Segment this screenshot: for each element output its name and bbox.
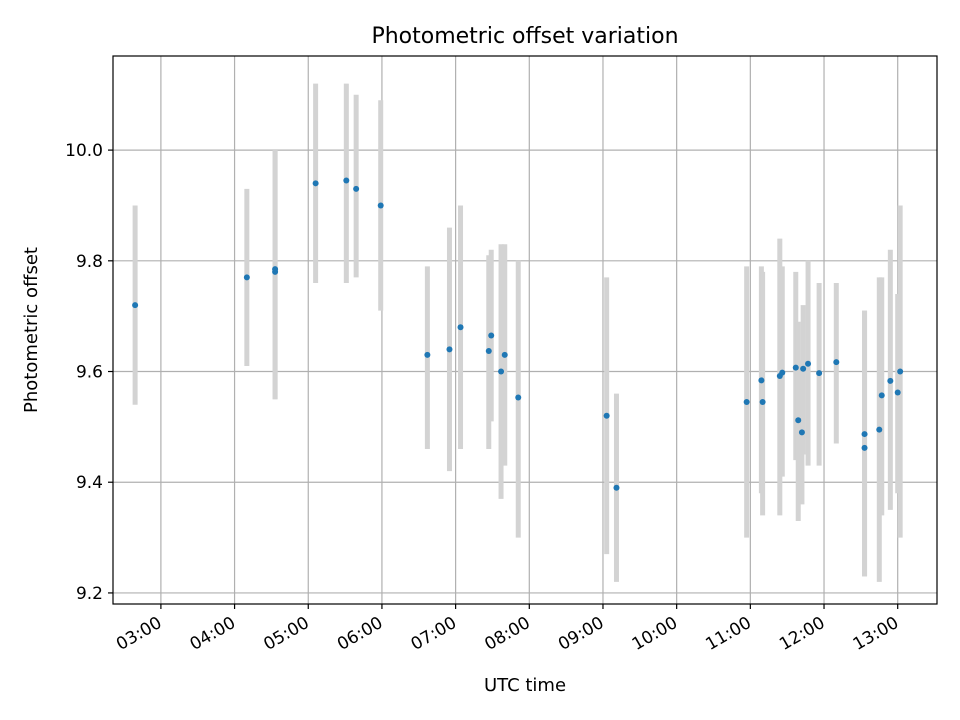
- plot-frame: [112, 55, 938, 605]
- data-point: [343, 177, 350, 184]
- data-point: [498, 368, 505, 375]
- data-point: [758, 377, 765, 384]
- data-point: [759, 398, 766, 405]
- data-point: [603, 412, 610, 419]
- data-point: [861, 444, 868, 451]
- data-point: [613, 484, 620, 491]
- data-point: [312, 180, 319, 187]
- data-point: [272, 266, 279, 273]
- x-axis-label: UTC time: [484, 675, 566, 696]
- data-point: [800, 365, 807, 372]
- chart-title: Photometric offset variation: [371, 24, 678, 49]
- data-point: [485, 348, 492, 355]
- data-point: [816, 370, 823, 377]
- data-point: [243, 274, 250, 281]
- y-tick-label: 9.2: [76, 584, 103, 604]
- data-point: [353, 185, 360, 192]
- data-point: [515, 394, 522, 401]
- data-point: [795, 417, 802, 424]
- data-point: [501, 351, 508, 358]
- data-point: [878, 392, 885, 399]
- data-point: [833, 359, 840, 366]
- y-tick-label: 9.6: [76, 363, 103, 383]
- y-axis-label: Photometric offset: [21, 247, 42, 413]
- y-axis: 9.2 9.4 9.6 9.8 10.0: [65, 141, 113, 604]
- data-point: [457, 324, 464, 331]
- data-point: [897, 368, 904, 375]
- data-point: [779, 369, 786, 376]
- data-points: [132, 177, 904, 491]
- y-tick-label: 9.8: [76, 252, 103, 272]
- data-point: [798, 429, 805, 436]
- y-tick-label: 10.0: [65, 141, 103, 161]
- data-point: [894, 389, 901, 396]
- data-point: [861, 431, 868, 438]
- data-point: [446, 346, 453, 353]
- data-point: [132, 302, 139, 309]
- data-point: [792, 364, 799, 371]
- data-point: [377, 202, 384, 209]
- y-tick-label: 9.4: [76, 473, 103, 493]
- data-point: [876, 426, 883, 433]
- data-point: [743, 398, 750, 405]
- data-point: [805, 360, 812, 367]
- data-point: [424, 351, 431, 358]
- data-point: [887, 377, 894, 384]
- data-point: [488, 332, 495, 339]
